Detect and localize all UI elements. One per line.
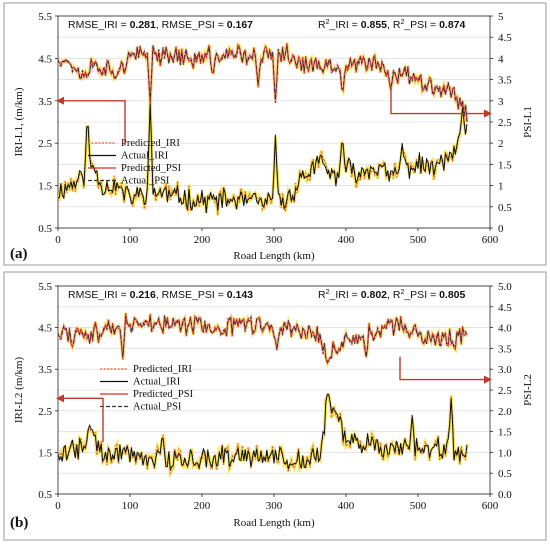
y-right-tick-label: 5 <box>498 11 504 23</box>
series-actual-psi <box>58 315 468 362</box>
y-right-tick-label: 0.5 <box>498 202 512 214</box>
x-axis-title: Road Length (km) <box>233 250 315 262</box>
y-right-tick-label: 0.0 <box>498 489 512 501</box>
y-left-tick-label: 4.5 <box>38 53 52 65</box>
y-left-tick-label: 2.5 <box>38 406 52 418</box>
series-actual-psi <box>58 44 468 122</box>
y-right-tick-label: 0.5 <box>498 468 512 480</box>
x-axis-title: Road Length (km) <box>233 517 315 529</box>
rmse-metrics: RMSE_IRI = 0.216, RMSE_PSI = 0.143 <box>68 289 253 301</box>
y-left-axis-title: IRI-L2 (m/km) <box>13 357 25 424</box>
series-actual-iri <box>58 393 468 472</box>
y-right-tick-label: 2.0 <box>498 406 512 418</box>
legend-label-actual-psi: Actual_PSI <box>121 176 170 187</box>
x-tick-label: 200 <box>194 234 211 246</box>
r2-metrics: R2_IRI = 0.802, R2_PSI = 0.805 <box>318 289 466 301</box>
legend-label-predicted-iri: Predicted_IRI <box>121 138 180 149</box>
panel-label: (b) <box>10 515 28 531</box>
legend-label-predicted-psi: Predicted_PSI <box>121 163 182 174</box>
y-right-tick-label: 3 <box>498 96 504 108</box>
y-right-tick-label: 0 <box>498 223 504 235</box>
series-predicted-iri <box>58 98 468 216</box>
left-axis-arrow <box>64 100 126 146</box>
left-axis-arrowhead <box>56 394 64 403</box>
series-group <box>58 311 469 480</box>
y-left-tick-label: 2.5 <box>38 138 52 150</box>
right-axis-arrowhead <box>484 109 492 118</box>
y-right-tick-label: 2.5 <box>498 385 512 397</box>
series-group <box>58 41 469 216</box>
right-axis-arrow <box>390 88 484 115</box>
x-tick-label: 600 <box>482 500 499 512</box>
x-tick-label: 400 <box>338 234 355 246</box>
y-left-tick-label: 1.5 <box>38 447 52 459</box>
legend-label-actual-iri: Actual_IRI <box>133 377 181 388</box>
y-right-tick-label: 1.5 <box>498 427 512 439</box>
x-tick-label: 100 <box>122 234 139 246</box>
series-actual-iri <box>58 102 468 213</box>
right-axis-arrowhead <box>484 375 492 384</box>
y-left-tick-label: 4.5 <box>38 323 52 335</box>
x-tick-label: 0 <box>55 234 61 246</box>
legend-label-actual-psi: Actual_PSI <box>133 402 182 413</box>
right-axis-arrow <box>399 356 484 381</box>
y-right-tick-label: 1.5 <box>498 159 512 171</box>
y-right-tick-label: 1.0 <box>498 447 512 459</box>
y-right-axis-title: PSI-L2 <box>522 374 534 406</box>
y-right-tick-label: 2.5 <box>498 117 512 129</box>
x-tick-label: 500 <box>410 234 427 246</box>
chart-panel-1: 0 100 200 300 400 500 6000.51.52.53.54.55.500.… <box>3 2 547 266</box>
r2-metrics: R2_IRI = 0.855, R2_PSI = 0.874 <box>318 19 466 31</box>
y-left-tick-label: 0.5 <box>38 489 52 501</box>
y-right-tick-label: 3.5 <box>498 75 512 87</box>
left-axis-arrowhead <box>56 96 64 105</box>
x-tick-label: 500 <box>410 500 427 512</box>
x-tick-label: 100 <box>122 500 139 512</box>
y-left-tick-label: 5.5 <box>38 11 52 23</box>
y-left-tick-label: 1.5 <box>38 181 52 193</box>
y-right-tick-label: 4.0 <box>498 323 512 335</box>
chart-panel-2: 0 100 200 300 400 500 600 0.5 1.5 2.5 3.5 4.5 5.5 0.0… <box>3 271 547 541</box>
y-right-tick-label: 3.0 <box>498 364 512 376</box>
y-left-tick-label: 0.5 <box>38 223 52 235</box>
x-tick-label: 200 <box>194 500 211 512</box>
panel-frame <box>3 2 547 266</box>
y-right-tick-label: 5.0 <box>498 281 512 293</box>
predicted-psi-band <box>58 311 469 369</box>
x-tick-label: 400 <box>338 500 355 512</box>
y-right-axis-title: PSI-L1 <box>522 106 534 138</box>
y-left-tick-label: 5.5 <box>38 281 52 293</box>
psi-halo <box>58 43 469 122</box>
legend-label-predicted-psi: Predicted_PSI <box>133 389 194 400</box>
panel-frame <box>3 271 547 541</box>
y-right-tick-label: 4 <box>498 53 504 65</box>
rmse-metrics: RMSE_IRI = 0.281, RMSE_PSI = 0.167 <box>68 19 253 31</box>
y-right-tick-label: 2 <box>498 138 504 150</box>
legend-label-predicted-iri: Predicted_IRI <box>133 364 192 375</box>
y-left-tick-label: 3.5 <box>38 96 52 108</box>
x-tick-label: 600 <box>482 234 499 246</box>
y-left-tick-label: 3.5 <box>38 364 52 376</box>
x-tick-label: 0 <box>55 500 61 512</box>
legend-label-actual-iri: Actual_IRI <box>121 151 169 162</box>
y-right-tick-label: 3.5 <box>498 343 512 355</box>
y-right-tick-label: 4.5 <box>498 302 512 314</box>
x-tick-label: 300 <box>266 234 283 246</box>
y-right-tick-label: 1 <box>498 181 504 193</box>
left-axis-arrow <box>64 397 104 442</box>
panel-label: (a) <box>10 246 28 262</box>
y-left-axis-title: IRI-L1, (m/km) <box>13 87 25 156</box>
y-right-tick-label: 4.5 <box>498 32 512 44</box>
x-tick-label: 300 <box>266 500 283 512</box>
